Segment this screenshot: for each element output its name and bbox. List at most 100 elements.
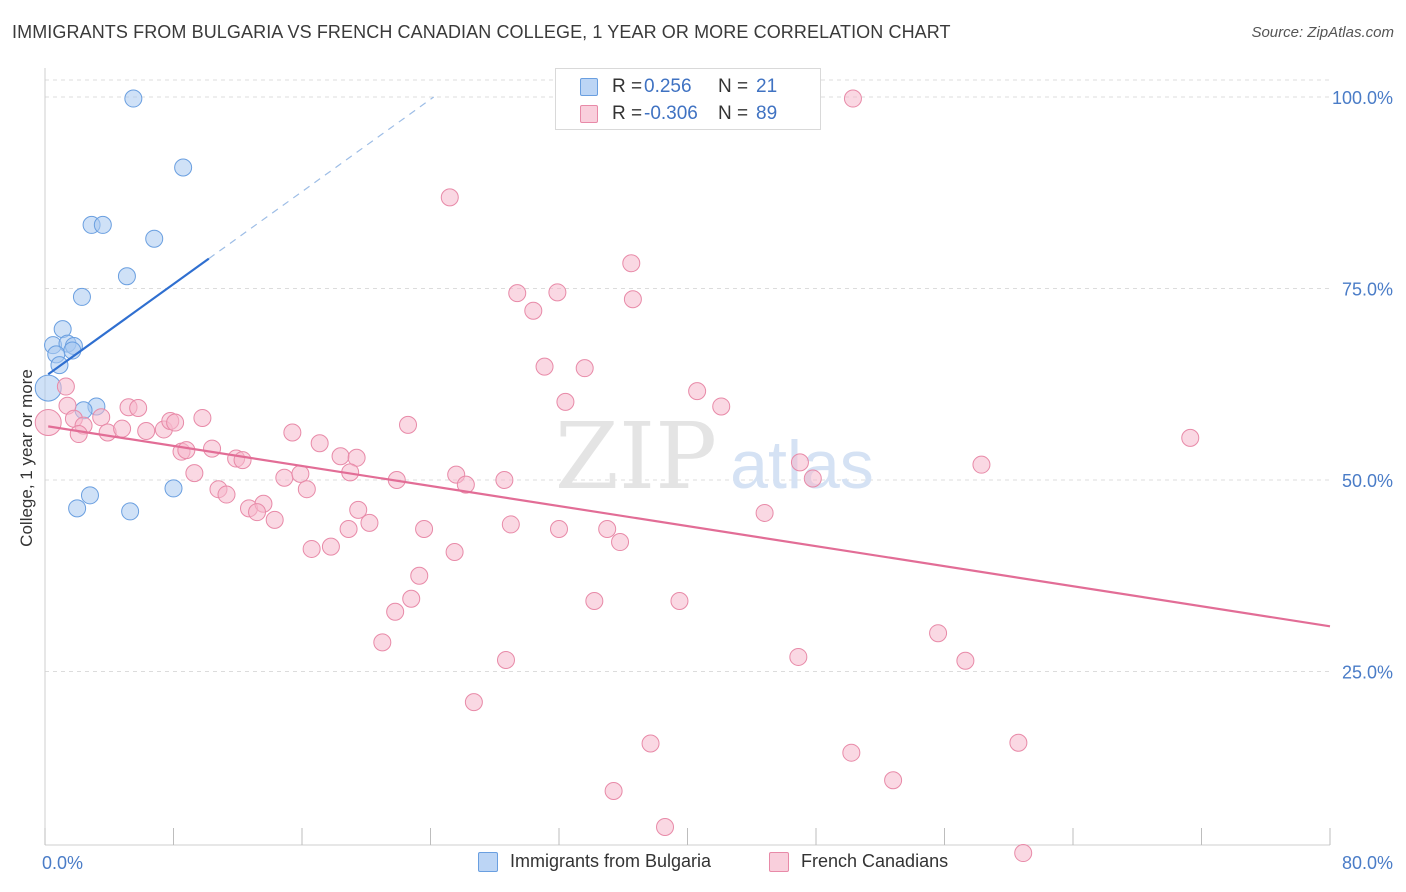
chart-title: IMMIGRANTS FROM BULGARIA VS FRENCH CANAD… [12, 22, 951, 42]
data-point [611, 533, 630, 552]
bottom-legend-french-canadians: French Canadians [769, 851, 948, 872]
data-point [535, 357, 554, 376]
data-point [789, 647, 808, 666]
data-point [496, 651, 515, 670]
trend-lines [47, 96, 1331, 628]
data-point [360, 513, 379, 532]
r-label: R = [612, 76, 643, 97]
data-point [843, 89, 862, 108]
data-point [283, 423, 302, 442]
data-point [524, 301, 543, 320]
data-point [92, 408, 111, 427]
data-point [80, 486, 99, 505]
data-point [56, 377, 75, 396]
y-axis-label: College, 1 year or more [17, 369, 36, 547]
legend-swatch-pink [769, 851, 789, 872]
data-point [495, 471, 514, 489]
data-point [755, 503, 774, 522]
data-point [166, 413, 185, 432]
data-point [604, 781, 623, 800]
data-point [803, 469, 822, 488]
data-point [623, 290, 642, 309]
data-point [641, 734, 660, 753]
data-point [217, 485, 236, 504]
data-point [508, 284, 527, 303]
data-point [956, 651, 975, 670]
n-value: 89 [756, 103, 778, 124]
series-french-canadians [34, 89, 1200, 863]
data-point [386, 602, 405, 621]
data-point [972, 455, 991, 474]
source-label: Source: ZipAtlas.com [1251, 24, 1394, 41]
data-point [1014, 844, 1033, 863]
data-point [72, 287, 91, 306]
data-point [34, 409, 62, 437]
data-point [550, 520, 568, 539]
legend-swatch-blue [580, 78, 598, 96]
r-value: -0.306 [644, 103, 698, 124]
data-point [670, 592, 689, 611]
data-point [585, 592, 604, 611]
legend-swatch-blue [478, 851, 498, 872]
data-point [548, 283, 567, 302]
data-point [331, 447, 350, 466]
data-point [233, 451, 252, 470]
data-point [598, 520, 617, 539]
data-point [203, 439, 222, 458]
data-point [297, 480, 316, 499]
data-point [622, 254, 641, 273]
trend-line-french-canadians [48, 425, 1331, 628]
y-tick-label: 25.0% [1342, 663, 1393, 683]
legend-label: French Canadians [801, 851, 949, 871]
data-point [310, 434, 329, 453]
data-point [440, 188, 459, 207]
x-tick-label: 80.0% [1342, 853, 1393, 873]
trend-line-bulgaria-extension [208, 96, 435, 260]
data-point [302, 539, 321, 558]
r-label: R = [612, 103, 643, 124]
y-tick-label: 100.0% [1332, 88, 1393, 108]
data-point [884, 771, 903, 790]
data-point [124, 89, 143, 108]
data-point [177, 441, 196, 460]
data-point [501, 515, 520, 534]
data-point [575, 359, 594, 378]
data-point [339, 520, 358, 539]
data-point [174, 158, 193, 177]
y-tick-label: 50.0% [1342, 471, 1393, 491]
data-point [145, 229, 164, 248]
series-immigrants-from-bulgaria [34, 89, 193, 521]
axes [44, 68, 1331, 846]
data-point [193, 408, 212, 427]
data-point [68, 499, 87, 518]
data-point [291, 464, 310, 483]
n-value: 21 [756, 76, 778, 97]
data-point [117, 267, 136, 286]
stats-legend: R = 0.256 N = 21 R = -0.306 N = 89 [555, 68, 821, 130]
data-point [248, 503, 267, 522]
data-point [113, 419, 132, 438]
data-point [842, 743, 861, 762]
tick-labels: 100.0% 75.0% 50.0% 25.0% 0.0% 80.0% [42, 88, 1393, 873]
data-point [121, 502, 140, 521]
watermark-zip: ZIP [555, 403, 717, 510]
data-point [656, 817, 675, 836]
data-point [93, 215, 112, 234]
data-point [464, 693, 483, 712]
data-point [373, 633, 392, 652]
data-point [688, 382, 707, 401]
watermark: ZIPatlas [555, 403, 874, 510]
legend-row-bulgaria: R = 0.256 N = 21 [580, 74, 777, 100]
data-point [137, 421, 156, 440]
n-label: N = [718, 103, 749, 124]
r-value: 0.256 [644, 76, 692, 97]
data-point [712, 397, 731, 416]
data-point [556, 392, 575, 411]
data-point [1181, 428, 1200, 447]
data-point [399, 415, 418, 434]
legend-row-french-canadians: R = -0.306 N = 89 [580, 101, 777, 127]
x-tick-label: 0.0% [42, 853, 83, 873]
n-label: N = [718, 76, 749, 97]
legend-label: Immigrants from Bulgaria [510, 851, 712, 871]
